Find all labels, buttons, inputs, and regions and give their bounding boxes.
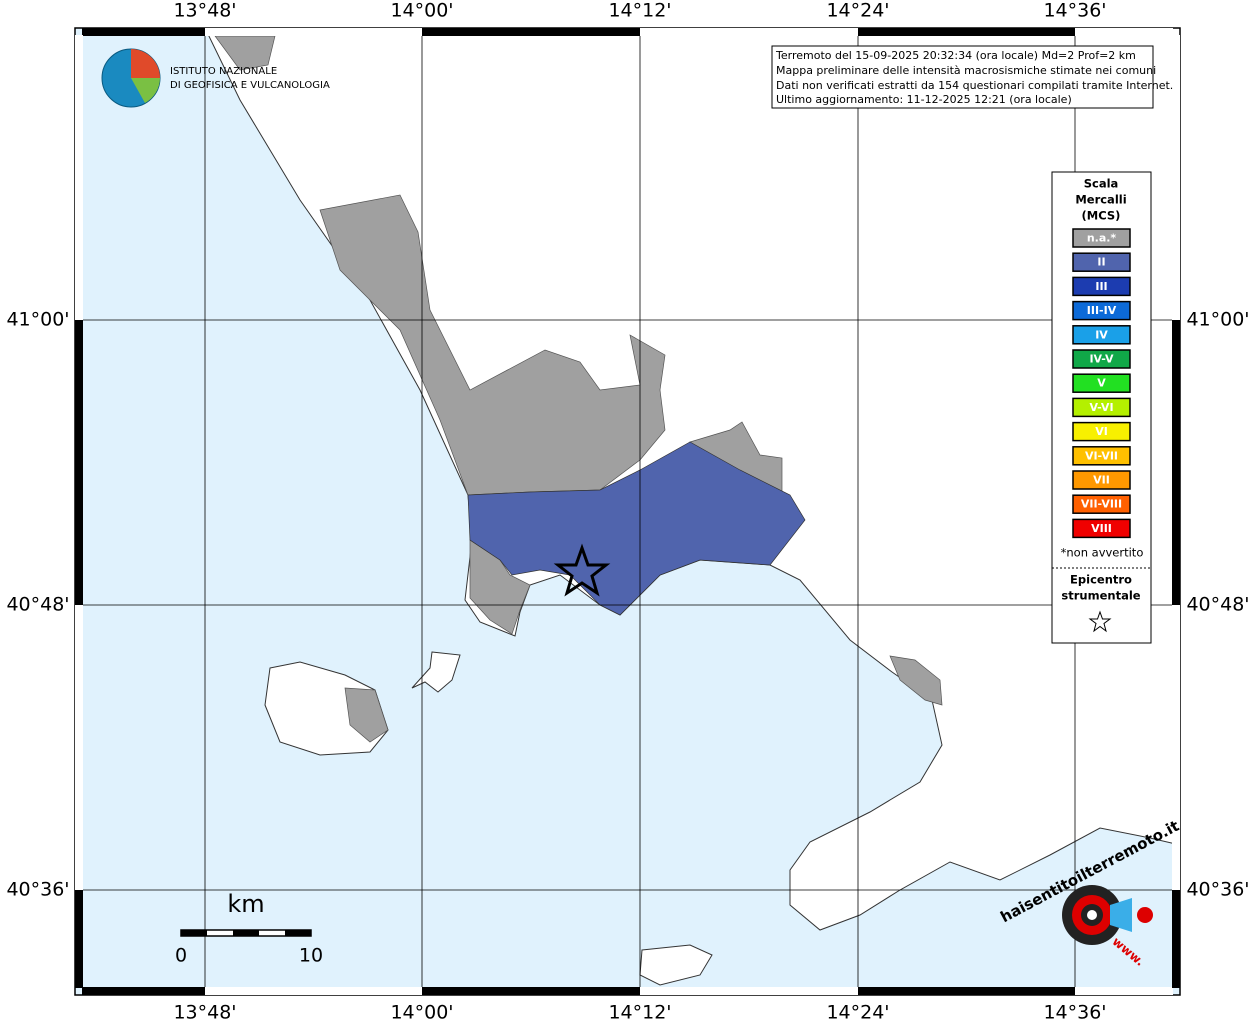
institute-line: DI GEOFISICA E VULCANOLOGIA (170, 80, 330, 91)
lat-label: 40°36' (1186, 879, 1249, 901)
island (411, 651, 461, 693)
lat-label: 41°00' (6, 309, 69, 331)
lon-label: 14°36' (1043, 0, 1106, 22)
frame-band (205, 28, 422, 36)
legend-swatch (1072, 446, 1131, 466)
frame-band (1172, 320, 1180, 605)
legend-swatch (1072, 397, 1131, 418)
frame (74, 27, 1181, 996)
lon-label: 14°12' (608, 1002, 671, 1024)
legend-swatch (1072, 470, 1131, 490)
legend-label: n.a.* (1087, 232, 1117, 245)
epicenter-star (553, 543, 611, 597)
lat-label: 40°48' (6, 594, 69, 616)
lat-label: 40°48' (1186, 594, 1249, 616)
scale-tick: 10 (299, 945, 323, 967)
frame-band (858, 28, 1075, 36)
legend-label: III (1095, 280, 1107, 293)
institute-line: ISTITUTO NAZIONALE (170, 66, 277, 77)
frame-band (858, 987, 1075, 995)
frame-band (1172, 35, 1180, 320)
legend-swatch (1072, 276, 1131, 297)
frame-band (422, 987, 640, 995)
lon-label: 14°24' (826, 1002, 889, 1024)
scale-unit: km (227, 890, 264, 918)
lon-label: 14°12' (608, 0, 671, 22)
island (264, 661, 389, 756)
legend-label: VIII (1091, 522, 1112, 535)
info-line: Mappa preliminare delle intensità macros… (776, 64, 1156, 77)
frame-band (1172, 605, 1180, 890)
frame-band (422, 28, 640, 36)
legend-label: II (1097, 256, 1105, 269)
legend-label: V-VI (1089, 401, 1113, 414)
legend-swatch (1072, 349, 1131, 369)
legend-swatch (1072, 373, 1131, 393)
legend-label: VI-VII (1085, 449, 1118, 462)
gray-area (889, 655, 943, 706)
frame-band (1172, 890, 1180, 988)
info-line: Ultimo aggiornamento: 11-12-2025 12:21 (… (776, 93, 1072, 106)
frame-band (1075, 28, 1173, 36)
legend-label: VII-VIII (1081, 498, 1122, 511)
frame-band (640, 987, 858, 995)
legend-note: *non avvertito (1061, 546, 1144, 560)
frame-band (75, 890, 83, 988)
lon-label: 13°48' (173, 0, 236, 22)
lat-label: 41°00' (1186, 309, 1249, 331)
legend-title: (MCS) (1082, 209, 1121, 223)
frame-band (82, 28, 205, 36)
lon-label: 14°24' (826, 0, 889, 22)
frame-band (75, 35, 83, 320)
info-line: Dati non verificati estratti da 154 ques… (776, 79, 1173, 92)
frame-band (1075, 987, 1173, 995)
legend-label: IV (1095, 328, 1108, 341)
scale-bar: km 0 10 (175, 890, 323, 967)
lat-label: 40°36' (6, 879, 69, 901)
info-line: Terremoto del 15-09-2025 20:32:34 (ora l… (775, 49, 1136, 62)
legend-swatch (1072, 494, 1131, 514)
legend-title: Mercalli (1075, 193, 1126, 207)
lon-label: 13°48' (173, 1002, 236, 1024)
legend-swatch (1072, 228, 1131, 248)
gray-area (344, 687, 389, 743)
legend-epicenter: strumentale (1061, 589, 1140, 603)
legend-title: Scala (1084, 177, 1119, 191)
lon-label: 14°00' (390, 0, 453, 22)
legend-label: VI (1095, 425, 1108, 438)
legend-label: V (1097, 377, 1106, 390)
legend-swatch (1072, 252, 1131, 272)
frame-band (82, 987, 205, 995)
lon-label: 14°36' (1043, 1002, 1106, 1024)
scale-tick: 0 (175, 945, 187, 967)
ingv-logo: ISTITUTO NAZIONALE DI GEOFISICA E VULCAN… (101, 48, 330, 108)
legend-swatch (1072, 518, 1131, 539)
info-box: Terremoto del 15-09-2025 20:32:34 (ora l… (771, 45, 1173, 109)
legend-label: IV-V (1089, 353, 1114, 366)
legend-label: VII (1093, 474, 1110, 487)
frame-band (205, 987, 422, 995)
frame-band (75, 605, 83, 890)
lon-label: 14°00' (390, 1002, 453, 1024)
legend-swatch (1072, 325, 1131, 345)
legend-label: III-IV (1087, 304, 1117, 317)
legend-swatch (1072, 421, 1131, 442)
legend: Scala Mercalli (MCS) *non avvertito Epic… (1051, 171, 1152, 644)
frame-band (75, 320, 83, 605)
legend-swatch (1072, 300, 1131, 321)
frame-band (640, 28, 858, 36)
gray-area (319, 194, 666, 496)
legend-epicenter: Epicentro (1070, 573, 1132, 587)
